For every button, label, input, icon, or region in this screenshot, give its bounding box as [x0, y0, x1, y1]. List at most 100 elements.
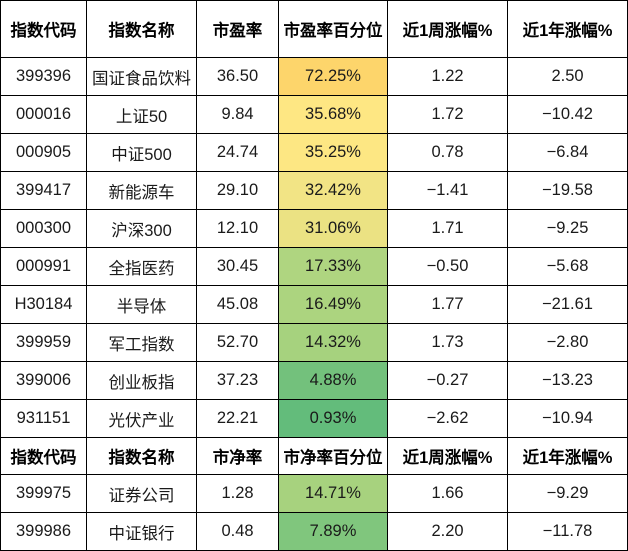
- table-row: 000991 全指医药 30.45 17.33% −0.50 −5.68: [0, 247, 628, 286]
- year-change-cell: −5.68: [507, 247, 628, 286]
- percentile-cell: 14.71%: [278, 474, 388, 513]
- year-change-cell: −10.42: [507, 95, 628, 134]
- index-code-cell: 000905: [0, 133, 87, 172]
- header-pe-percentile: 市盈率百分位: [278, 0, 388, 58]
- pe-ratio-cell: 30.45: [196, 247, 279, 286]
- week-change-cell: −0.27: [387, 361, 508, 400]
- table-row: 399986 中证银行 0.48 7.89% 2.20 −11.78: [0, 512, 628, 551]
- percentile-cell: 7.89%: [278, 512, 388, 551]
- pe-header-row: 指数代码 指数名称 市盈率 市盈率百分位 近1周涨幅% 近1年涨幅%: [0, 0, 628, 58]
- year-change-cell: −9.29: [507, 474, 628, 513]
- week-change-cell: 1.77: [387, 285, 508, 324]
- percentile-cell: 16.49%: [278, 285, 388, 324]
- table-row: 399417 新能源车 29.10 32.42% −1.41 −19.58: [0, 171, 628, 210]
- header-index-name: 指数名称: [86, 0, 197, 58]
- header-week-change: 近1周涨幅%: [387, 437, 508, 475]
- pe-ratio-cell: 52.70: [196, 323, 279, 362]
- header-year-change: 近1年涨幅%: [507, 437, 628, 475]
- index-code-cell: 931151: [0, 399, 87, 438]
- table-row: 399396 国证食品饮料 36.50 72.25% 1.22 2.50: [0, 57, 628, 96]
- header-week-change: 近1周涨幅%: [387, 0, 508, 58]
- index-name-cell: 军工指数: [86, 323, 197, 362]
- year-change-cell: −10.94: [507, 399, 628, 438]
- percentile-cell: 17.33%: [278, 247, 388, 286]
- index-name-cell: 创业板指: [86, 361, 197, 400]
- pe-ratio-cell: 45.08: [196, 285, 279, 324]
- index-name-cell: 光伏产业: [86, 399, 197, 438]
- index-name-cell: 新能源车: [86, 171, 197, 210]
- week-change-cell: 1.22: [387, 57, 508, 96]
- header-index-name: 指数名称: [86, 437, 197, 475]
- week-change-cell: −1.41: [387, 171, 508, 210]
- percentile-cell: 14.32%: [278, 323, 388, 362]
- week-change-cell: 1.72: [387, 95, 508, 134]
- index-code-cell: 399986: [0, 512, 87, 551]
- header-year-change: 近1年涨幅%: [507, 0, 628, 58]
- year-change-cell: −2.80: [507, 323, 628, 362]
- percentile-cell: 35.68%: [278, 95, 388, 134]
- week-change-cell: 2.20: [387, 512, 508, 551]
- year-change-cell: −13.23: [507, 361, 628, 400]
- table-row: 931151 光伏产业 22.21 0.93% −2.62 −10.94: [0, 399, 628, 438]
- index-code-cell: H30184: [0, 285, 87, 324]
- pb-ratio-cell: 0.48: [196, 512, 279, 551]
- index-code-cell: 000991: [0, 247, 87, 286]
- percentile-cell: 72.25%: [278, 57, 388, 96]
- index-code-cell: 399959: [0, 323, 87, 362]
- header-pb-ratio: 市净率: [196, 437, 279, 475]
- index-name-cell: 沪深300: [86, 209, 197, 248]
- week-change-cell: 0.78: [387, 133, 508, 172]
- header-index-code: 指数代码: [0, 0, 87, 58]
- index-name-cell: 国证食品饮料: [86, 57, 197, 96]
- pe-ratio-cell: 24.74: [196, 133, 279, 172]
- pe-ratio-cell: 9.84: [196, 95, 279, 134]
- index-name-cell: 上证50: [86, 95, 197, 134]
- week-change-cell: 1.73: [387, 323, 508, 362]
- year-change-cell: 2.50: [507, 57, 628, 96]
- index-code-cell: 000300: [0, 209, 87, 248]
- index-name-cell: 半导体: [86, 285, 197, 324]
- table-row: 399975 证券公司 1.28 14.71% 1.66 −9.29: [0, 474, 628, 513]
- table-row: 399959 军工指数 52.70 14.32% 1.73 −2.80: [0, 323, 628, 362]
- index-name-cell: 中证500: [86, 133, 197, 172]
- index-code-cell: 399006: [0, 361, 87, 400]
- year-change-cell: −9.25: [507, 209, 628, 248]
- pe-ratio-cell: 12.10: [196, 209, 279, 248]
- week-change-cell: −2.62: [387, 399, 508, 438]
- pe-ratio-cell: 36.50: [196, 57, 279, 96]
- pb-header-row: 指数代码 指数名称 市净率 市净率百分位 近1周涨幅% 近1年涨幅%: [0, 437, 628, 475]
- header-pe-ratio: 市盈率: [196, 0, 279, 58]
- pe-ratio-cell: 37.23: [196, 361, 279, 400]
- percentile-cell: 0.93%: [278, 399, 388, 438]
- week-change-cell: 1.66: [387, 474, 508, 513]
- percentile-cell: 35.25%: [278, 133, 388, 172]
- pb-ratio-cell: 1.28: [196, 474, 279, 513]
- pe-ratio-cell: 22.21: [196, 399, 279, 438]
- week-change-cell: 1.71: [387, 209, 508, 248]
- index-name-cell: 证券公司: [86, 474, 197, 513]
- week-change-cell: −0.50: [387, 247, 508, 286]
- pe-ratio-cell: 29.10: [196, 171, 279, 210]
- header-index-code: 指数代码: [0, 437, 87, 475]
- percentile-cell: 32.42%: [278, 171, 388, 210]
- year-change-cell: −19.58: [507, 171, 628, 210]
- index-code-cell: 399417: [0, 171, 87, 210]
- header-pb-percentile: 市净率百分位: [278, 437, 388, 475]
- index-code-cell: 399975: [0, 474, 87, 513]
- index-name-cell: 中证银行: [86, 512, 197, 551]
- year-change-cell: −21.61: [507, 285, 628, 324]
- table-row: 000300 沪深300 12.10 31.06% 1.71 −9.25: [0, 209, 628, 248]
- index-code-cell: 000016: [0, 95, 87, 134]
- percentile-cell: 4.88%: [278, 361, 388, 400]
- table-row: H30184 半导体 45.08 16.49% 1.77 −21.61: [0, 285, 628, 324]
- table-row: 000016 上证50 9.84 35.68% 1.72 −10.42: [0, 95, 628, 134]
- percentile-cell: 31.06%: [278, 209, 388, 248]
- index-code-cell: 399396: [0, 57, 87, 96]
- table-row: 000905 中证500 24.74 35.25% 0.78 −6.84: [0, 133, 628, 172]
- index-name-cell: 全指医药: [86, 247, 197, 286]
- year-change-cell: −11.78: [507, 512, 628, 551]
- table-row: 399006 创业板指 37.23 4.88% −0.27 −13.23: [0, 361, 628, 400]
- year-change-cell: −6.84: [507, 133, 628, 172]
